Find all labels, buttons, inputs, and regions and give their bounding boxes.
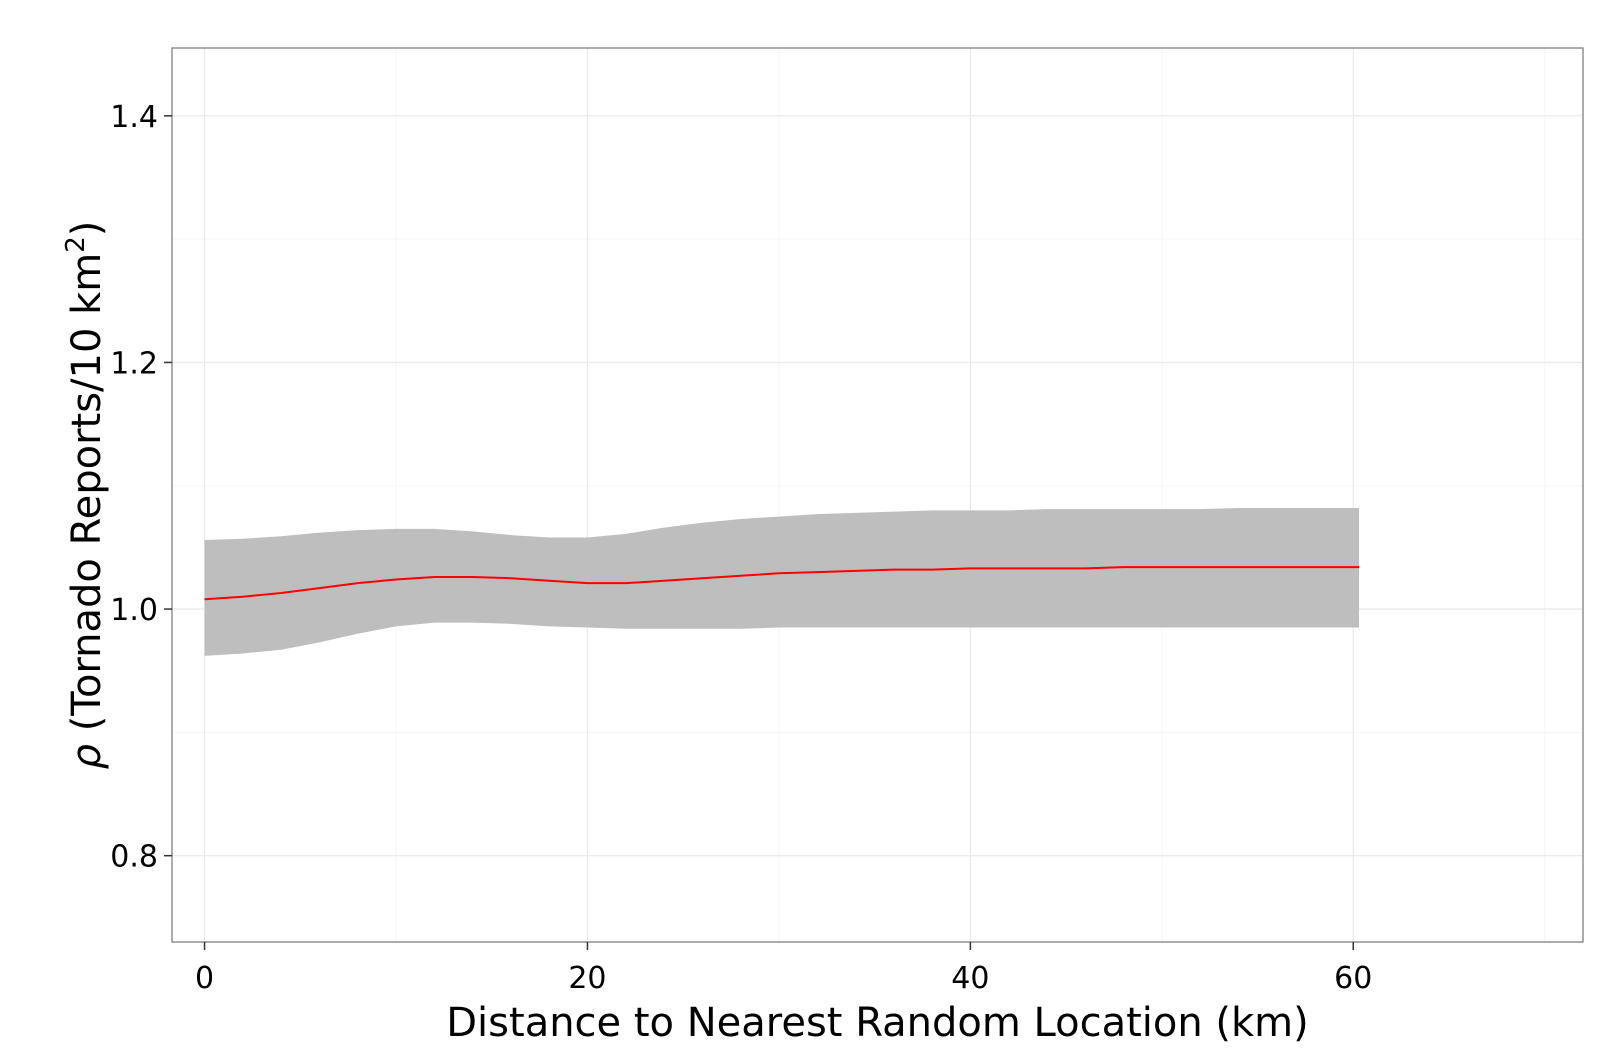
y-axis-title-text: (Tornado Reports/10 km bbox=[64, 253, 110, 744]
series-line bbox=[204, 566, 1359, 601]
confidence-ribbon bbox=[204, 507, 1359, 656]
x-tick-label-3: 60 bbox=[1334, 961, 1372, 996]
y-tick-label-1: 1.0 bbox=[110, 593, 158, 628]
y-axis-title-rho: ρ bbox=[64, 744, 110, 769]
grid-layer bbox=[172, 48, 1583, 942]
x-tick-label-1: 20 bbox=[568, 961, 606, 996]
y-tick-label-2: 1.2 bbox=[110, 346, 158, 381]
plot-panel-border bbox=[171, 47, 1584, 943]
y-axis-title-superscript: 2 bbox=[61, 236, 91, 253]
x-axis: 0 20 40 60 bbox=[195, 942, 1372, 996]
y-axis: 0.8 1.0 1.2 1.4 bbox=[110, 100, 172, 875]
y-axis-title: ρ (Tornado Reports/10 km2) bbox=[61, 221, 110, 770]
x-tick-label-2: 40 bbox=[951, 961, 989, 996]
y-tick-label-0: 0.8 bbox=[110, 840, 158, 875]
y-tick-label-3: 1.4 bbox=[110, 100, 158, 135]
x-axis-title: Distance to Nearest Random Location (km) bbox=[446, 1000, 1309, 1046]
x-tick-label-0: 0 bbox=[195, 961, 214, 996]
y-axis-title-close: ) bbox=[64, 221, 110, 237]
